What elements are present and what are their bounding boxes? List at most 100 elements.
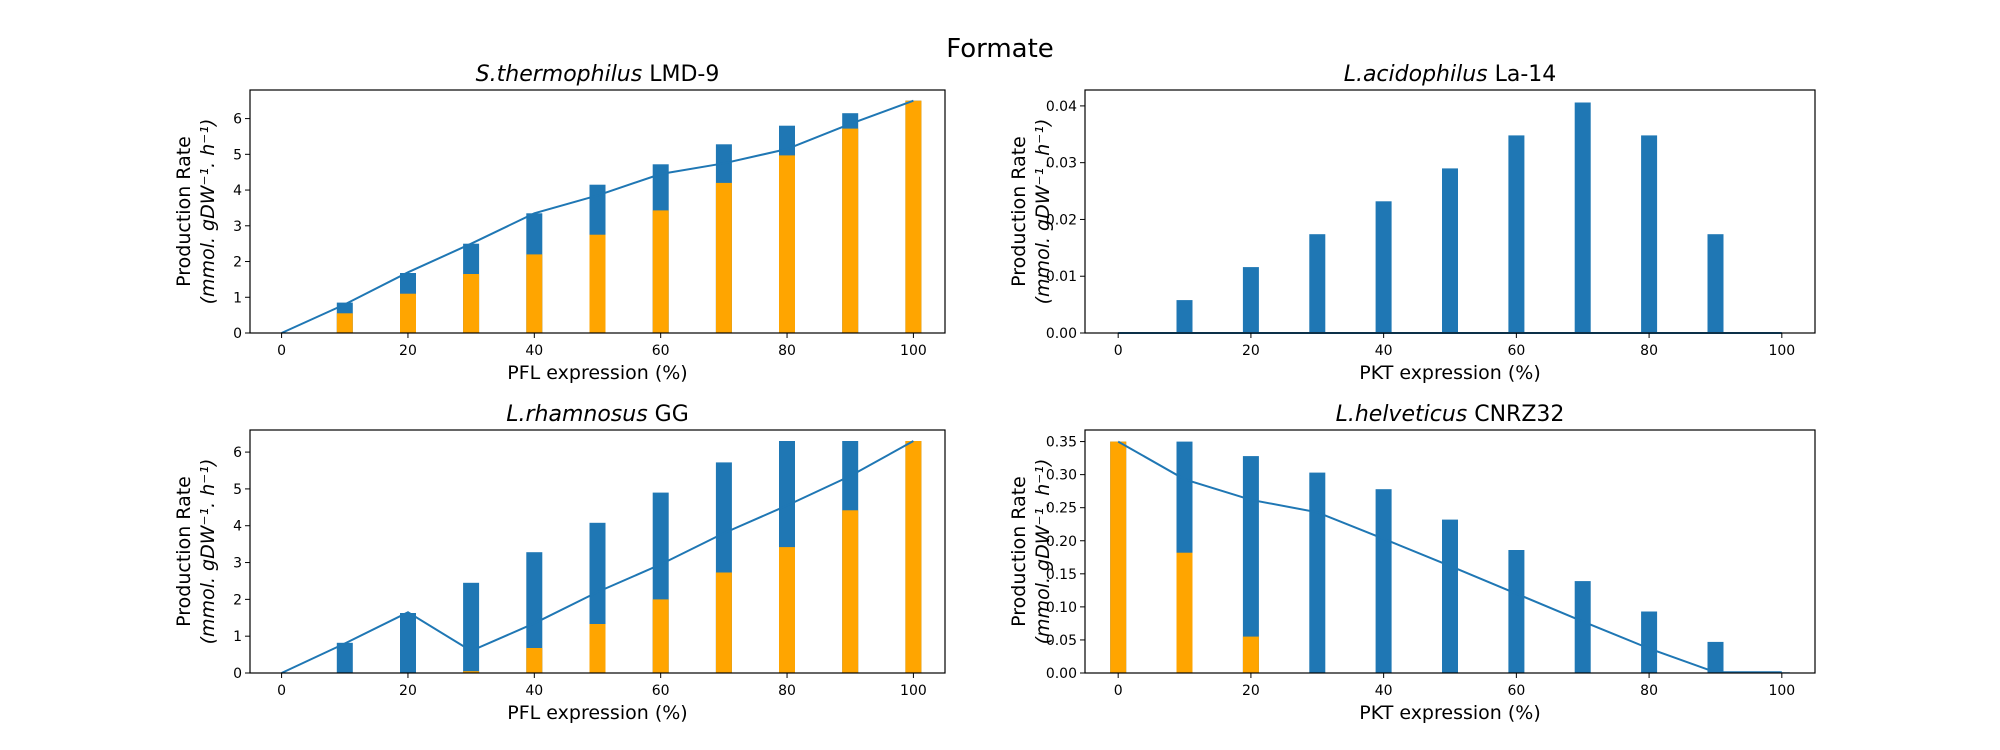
x-axis-label: PFL expression (%) bbox=[507, 362, 687, 384]
bar bbox=[652, 599, 669, 673]
bar bbox=[400, 293, 416, 333]
x-tick-label: 60 bbox=[652, 683, 670, 699]
x-tick-label: 60 bbox=[1507, 343, 1525, 359]
x-tick-label: 0 bbox=[1114, 343, 1123, 359]
y-tick-label: 0.02 bbox=[1046, 212, 1077, 228]
y-tick-label: 0.01 bbox=[1046, 269, 1077, 285]
x-tick-label: 20 bbox=[399, 683, 417, 699]
y-axis-label-units: (mmol. gDW⁻¹. h⁻¹) bbox=[1032, 459, 1054, 645]
panel-title-strain: La-14 bbox=[1488, 62, 1557, 87]
bar bbox=[1309, 472, 1326, 673]
bar bbox=[526, 648, 543, 673]
x-tick-label: 0 bbox=[1114, 683, 1123, 699]
panel-title: L.acidophilus La-14 bbox=[1344, 62, 1557, 87]
chart-panel: 0 20 40 60 80 100 0 1 2 3 4 5 6 S.thermophilus LMD-9 P… bbox=[173, 62, 946, 384]
bar bbox=[905, 441, 922, 673]
bar bbox=[463, 671, 480, 673]
bar bbox=[779, 547, 795, 673]
panel-title-species: L.helveticus bbox=[1336, 402, 1468, 427]
y-tick-label: 0.15 bbox=[1046, 567, 1077, 583]
bar bbox=[1242, 636, 1259, 673]
y-tick-label: 5 bbox=[233, 147, 242, 163]
bar bbox=[526, 254, 543, 333]
bar bbox=[1309, 234, 1326, 333]
bar bbox=[463, 274, 480, 333]
x-tick-label: 60 bbox=[1507, 683, 1525, 699]
y-tick-label: 0 bbox=[233, 326, 242, 342]
bar bbox=[1110, 441, 1127, 673]
y-tick-label: 0 bbox=[233, 666, 242, 682]
bar bbox=[526, 552, 543, 673]
figure-title: Formate bbox=[946, 34, 1054, 64]
y-tick-label: 3 bbox=[233, 556, 242, 572]
y-axis-label-units: (mmol. gDW⁻¹. h⁻¹) bbox=[1032, 119, 1054, 305]
panel-title-species: S.thermophilus bbox=[476, 62, 643, 87]
panel-title-strain: CNRZ32 bbox=[1467, 402, 1564, 427]
y-axis-label: Production Rate bbox=[1008, 476, 1030, 627]
x-tick-label: 20 bbox=[1242, 683, 1260, 699]
bar bbox=[1176, 552, 1193, 673]
chart-panel: 0 20 40 60 80 100 0.00 0.01 0.02 0.03 0.04 L.acidop… bbox=[1008, 62, 1816, 384]
x-tick-label: 40 bbox=[525, 343, 543, 359]
bar bbox=[1242, 456, 1259, 673]
y-tick-label: 2 bbox=[233, 592, 242, 608]
bar bbox=[1375, 489, 1392, 673]
plot-frame bbox=[249, 89, 946, 334]
chart-panel: 0 20 40 60 80 100 0.00 0.05 0.10 0.15 0.20 0.25 0.30… bbox=[1008, 402, 1816, 724]
y-tick-label: 0.00 bbox=[1046, 326, 1077, 342]
y-tick-label: 6 bbox=[233, 112, 242, 128]
bar bbox=[715, 572, 732, 673]
y-axis-label: Production Rate bbox=[173, 136, 195, 287]
bar bbox=[1508, 135, 1525, 333]
bar bbox=[1707, 641, 1724, 673]
x-tick-label: 20 bbox=[399, 343, 417, 359]
y-tick-label: 0.20 bbox=[1046, 534, 1077, 550]
bar bbox=[842, 128, 859, 333]
y-axis-label: Production Rate bbox=[173, 476, 195, 627]
y-tick-label: 0.35 bbox=[1046, 435, 1077, 451]
y-tick-label: 1 bbox=[233, 290, 242, 306]
bar bbox=[1508, 550, 1525, 673]
y-tick-label: 3 bbox=[233, 219, 242, 235]
y-axis-label-units: (mmol. gDW⁻¹. h⁻¹) bbox=[197, 119, 219, 305]
x-tick-label: 40 bbox=[1375, 683, 1393, 699]
y-tick-label: 0.00 bbox=[1046, 666, 1077, 682]
panel-title-strain: GG bbox=[648, 402, 689, 427]
x-tick-label: 80 bbox=[1640, 343, 1658, 359]
x-tick-label: 100 bbox=[1768, 683, 1795, 699]
y-axis-label-units: (mmol. gDW⁻¹. h⁻¹) bbox=[197, 459, 219, 645]
panel-title-species: L.rhamnosus bbox=[506, 402, 647, 427]
bar bbox=[1574, 581, 1591, 673]
bar bbox=[589, 624, 606, 673]
panel-title: L.rhamnosus GG bbox=[506, 402, 689, 427]
bar bbox=[1375, 201, 1392, 333]
bar bbox=[842, 510, 859, 673]
plot-frame bbox=[1084, 89, 1816, 334]
bar bbox=[779, 155, 795, 333]
panel-title-species: L.acidophilus bbox=[1344, 62, 1488, 87]
y-tick-label: 0.03 bbox=[1046, 156, 1077, 172]
x-tick-label: 100 bbox=[900, 343, 927, 359]
panel-title: L.helveticus CNRZ32 bbox=[1336, 402, 1565, 427]
x-tick-label: 0 bbox=[277, 343, 286, 359]
bar bbox=[1242, 267, 1259, 333]
y-tick-label: 0.10 bbox=[1046, 600, 1077, 616]
bar bbox=[652, 210, 669, 333]
x-tick-label: 40 bbox=[525, 683, 543, 699]
x-tick-label: 80 bbox=[778, 343, 796, 359]
y-tick-label: 2 bbox=[233, 255, 242, 271]
bar bbox=[1641, 611, 1658, 673]
plot-frame bbox=[249, 429, 946, 674]
bar bbox=[715, 182, 732, 333]
y-tick-label: 4 bbox=[233, 183, 242, 199]
bar bbox=[336, 642, 353, 673]
x-tick-label: 100 bbox=[1768, 343, 1795, 359]
y-axis-label: Production Rate bbox=[1008, 136, 1030, 287]
series-line bbox=[281, 440, 914, 674]
bar bbox=[905, 100, 922, 333]
series-line bbox=[1117, 440, 1782, 674]
y-tick-label: 0.04 bbox=[1046, 99, 1077, 115]
x-axis-label: PFL expression (%) bbox=[507, 702, 687, 724]
series-line bbox=[281, 99, 914, 334]
